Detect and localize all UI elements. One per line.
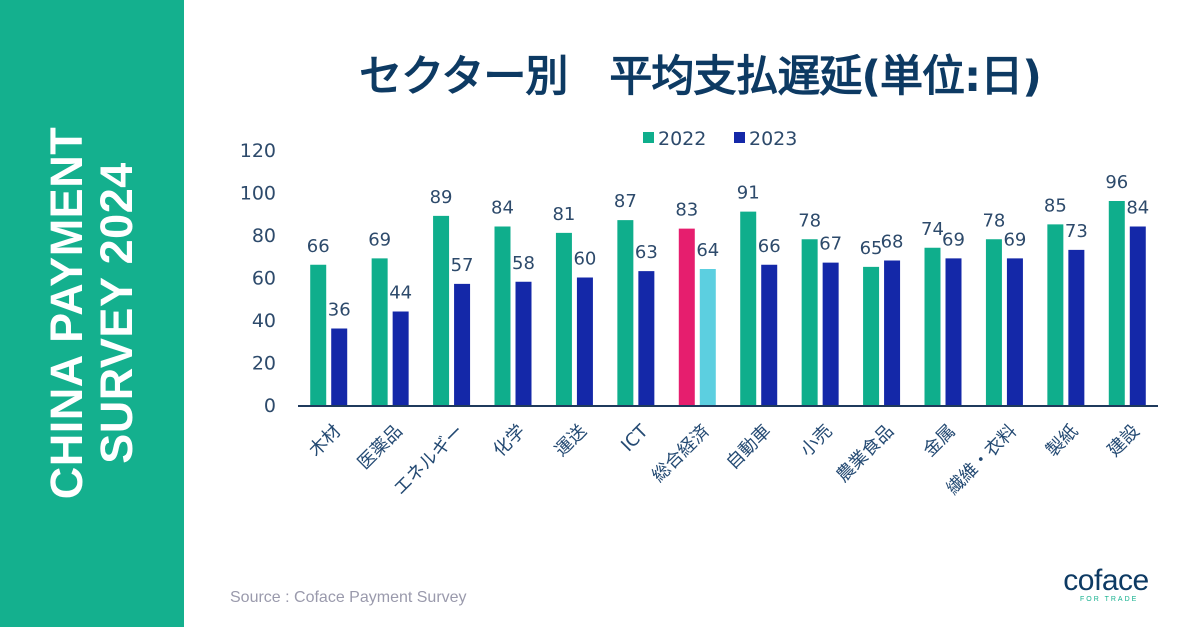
bar-2023 xyxy=(454,283,471,405)
data-label-2022: 78 xyxy=(798,210,821,231)
data-label-2023: 36 xyxy=(328,300,351,321)
bar-2023 xyxy=(1068,249,1085,405)
data-label-2023: 69 xyxy=(1003,229,1026,250)
category-label: 建設 xyxy=(1104,421,1144,461)
data-label-2023: 67 xyxy=(819,234,842,255)
category-label: 医薬品 xyxy=(354,421,407,474)
bar-2023 xyxy=(884,260,901,405)
logo-tagline: FOR TRADE xyxy=(1080,596,1139,603)
bars xyxy=(310,201,1146,405)
coface-logo: coface FOR TRADE xyxy=(1046,564,1166,604)
bar-2022 xyxy=(1047,224,1064,405)
data-label-2022: 83 xyxy=(675,200,698,221)
data-label-2023: 58 xyxy=(512,253,535,274)
bar-2023 xyxy=(822,262,839,405)
data-label-2022: 81 xyxy=(552,204,575,225)
y-tick-label: 60 xyxy=(252,268,276,290)
data-label-2022: 74 xyxy=(921,219,944,240)
data-label-2022: 85 xyxy=(1044,195,1067,216)
data-label-2022: 89 xyxy=(430,187,453,208)
category-labels: 木材 医薬品エネルギー 化学 運送 ICT総合経済 自動車 小売農業食品 金属繊維・衣料 製紙建… xyxy=(305,420,1144,499)
category-label: 運送 xyxy=(551,421,591,461)
legend: 2022 2023 xyxy=(643,128,797,150)
legend-label-2023: 2023 xyxy=(749,128,797,150)
chart-title: セクター別 平均支払遅延(単位:日) xyxy=(359,52,1042,102)
bar-2022 xyxy=(863,266,880,405)
data-label-2023: 44 xyxy=(389,283,412,304)
y-axis-ticks: 0 20 40 60 80 100 120 xyxy=(240,140,276,417)
bar-2022 xyxy=(310,264,327,405)
bar-2022 xyxy=(1108,201,1125,405)
data-label-2023: 69 xyxy=(942,229,965,250)
y-tick-label: 40 xyxy=(252,310,276,332)
data-label-2023: 57 xyxy=(451,255,474,276)
category-label: 自動車 xyxy=(722,421,775,474)
category-label: 木材 xyxy=(305,421,345,461)
y-tick-label: 120 xyxy=(240,140,276,162)
y-tick-label: 0 xyxy=(264,395,276,417)
data-label-2022: 65 xyxy=(860,238,883,259)
bar-2022 xyxy=(985,239,1002,405)
data-label-2022: 87 xyxy=(614,191,637,212)
y-tick-label: 80 xyxy=(252,225,276,247)
category-label: 化学 xyxy=(489,421,529,461)
bar-2023 xyxy=(1129,226,1146,405)
data-labels: 66 36 69 44 89 57 84 58 81 60 87 63 83 64 91 66 78 67 6568… xyxy=(307,172,1149,321)
bar-2023 xyxy=(1006,258,1023,405)
bar-2023 xyxy=(945,258,962,405)
bar-2023 xyxy=(392,311,409,405)
bar-2022 xyxy=(494,226,511,405)
bar-2023 xyxy=(515,281,532,405)
data-label-2023: 63 xyxy=(635,242,658,263)
bar-2023 xyxy=(638,271,655,405)
bar-2022 xyxy=(555,232,572,405)
bar-2022 xyxy=(371,258,388,405)
category-label: 製紙 xyxy=(1042,421,1082,461)
bar-2022 xyxy=(801,239,818,405)
category-label: 総合経済 xyxy=(648,421,714,487)
data-label-2023: 68 xyxy=(881,232,904,253)
bar-2022 xyxy=(924,247,941,405)
data-label-2022: 78 xyxy=(982,210,1005,231)
category-label: 農業食品 xyxy=(832,421,898,487)
category-label: 小売 xyxy=(796,421,836,461)
data-label-2023: 84 xyxy=(1126,198,1149,219)
bar-2022 xyxy=(740,211,757,405)
data-label-2022: 84 xyxy=(491,198,514,219)
bar-2022 xyxy=(617,220,634,405)
source-note: Source : Coface Payment Survey xyxy=(230,589,467,606)
y-tick-label: 100 xyxy=(240,183,276,205)
bar-2023 xyxy=(761,264,778,405)
category-label: ICT xyxy=(617,420,653,456)
logo-wordmark: coface xyxy=(1063,564,1149,597)
data-label-2022: 91 xyxy=(737,183,760,204)
y-tick-label: 20 xyxy=(252,353,276,375)
data-label-2022: 96 xyxy=(1105,172,1128,193)
data-label-2023: 73 xyxy=(1065,221,1088,242)
bar-2023 xyxy=(331,328,348,405)
data-label-2022: 66 xyxy=(307,236,330,257)
data-label-2023: 60 xyxy=(573,249,596,270)
sidebar-banner: CHINA PAYMENT SURVEY 2024 xyxy=(0,0,184,627)
legend-label-2022: 2022 xyxy=(658,128,706,150)
bar-2023 xyxy=(576,277,593,405)
data-label-2023: 64 xyxy=(696,240,719,261)
bar-2022 xyxy=(433,215,450,405)
bar-2023 xyxy=(699,269,716,405)
data-label-2022: 69 xyxy=(368,229,391,250)
bar-2022 xyxy=(678,228,695,405)
legend-swatch-2023 xyxy=(734,132,745,143)
legend-swatch-2022 xyxy=(643,132,654,143)
data-label-2023: 66 xyxy=(758,236,781,257)
category-label: 金属 xyxy=(919,421,959,461)
